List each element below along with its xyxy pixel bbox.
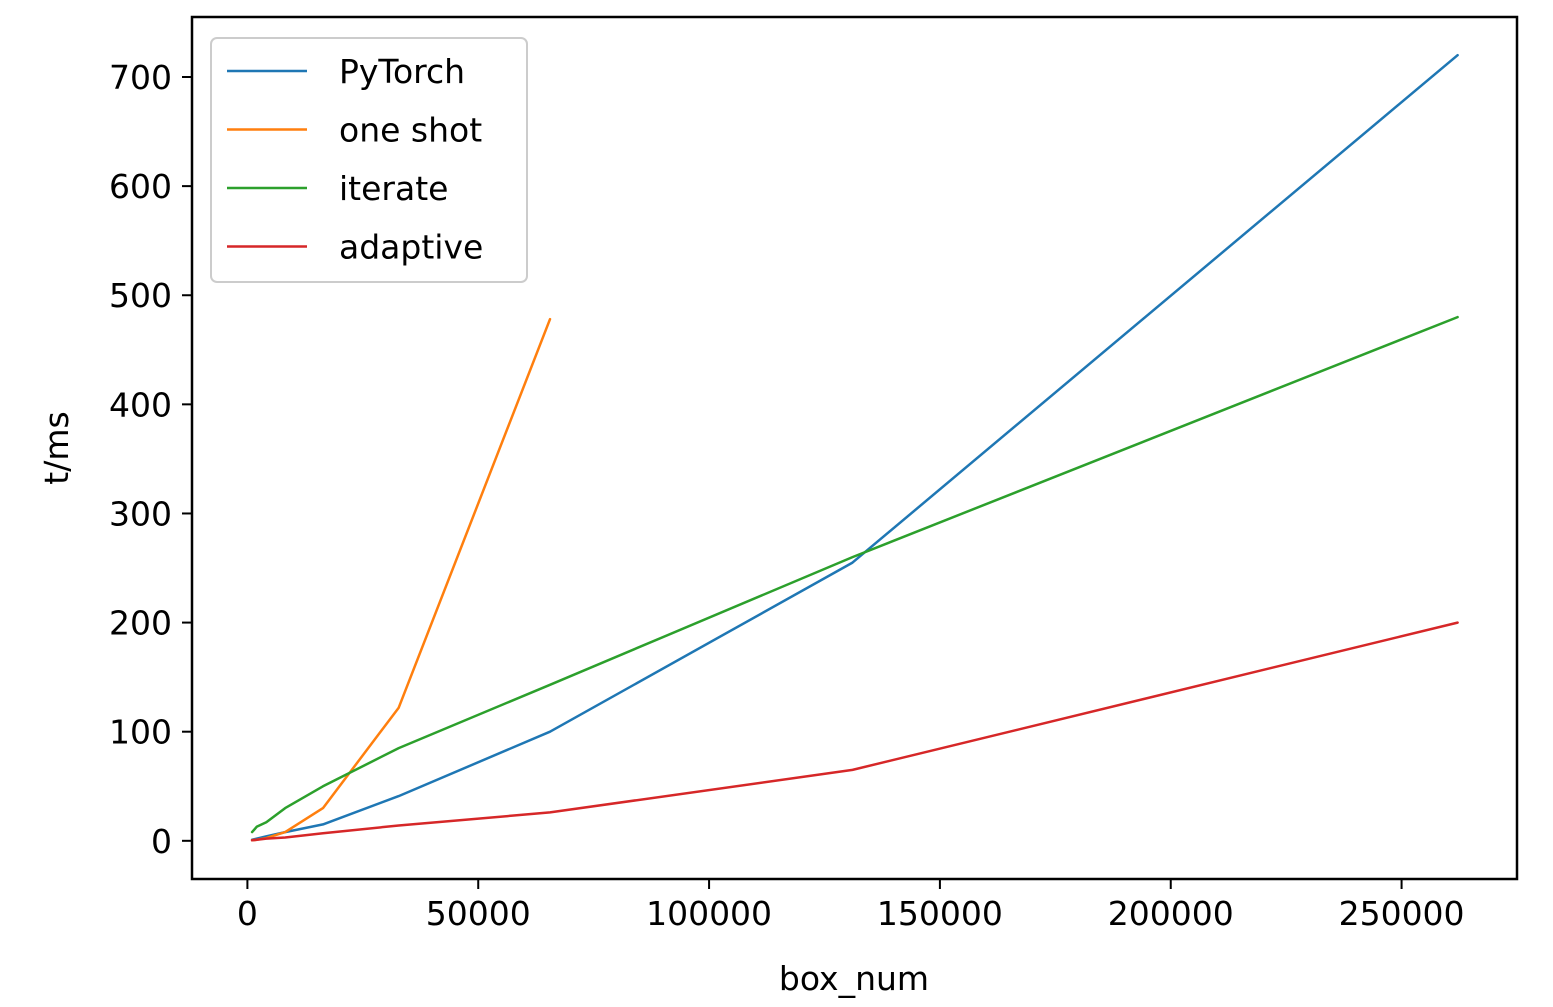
x-axis-label: box_num: [779, 959, 929, 998]
y-tick-label: 100: [109, 713, 172, 752]
series-line-adaptive: [250, 621, 1459, 842]
series-line-iterate: [250, 315, 1459, 834]
x-axis-ticks: 0 50000 100000 150000 200000 250000: [237, 879, 1465, 933]
x-tick-label: 250000: [1339, 894, 1465, 933]
legend-label-iterate: iterate: [339, 169, 448, 208]
legend-box: [210, 37, 528, 283]
y-tick-label: 600: [109, 167, 172, 206]
x-tick-label: 0: [237, 894, 258, 933]
y-axis-ticks: 0 100 200 300 400 500 600 700: [109, 58, 192, 861]
x-tick-label: 50000: [426, 894, 531, 933]
y-axis-label: t/ms: [37, 411, 76, 484]
legend-label-pytorch: PyTorch: [339, 52, 465, 91]
y-tick-label: 300: [109, 494, 172, 533]
x-tick-label: 200000: [1108, 894, 1234, 933]
series-line-pytorch: [250, 53, 1459, 841]
y-tick-label: 0: [151, 822, 172, 861]
y-tick-label: 400: [109, 385, 172, 424]
y-tick-label: 500: [109, 276, 172, 315]
series-line-one-shot: [250, 317, 552, 842]
x-tick-label: 150000: [877, 894, 1003, 933]
legend-label-one-shot: one shot: [339, 111, 482, 150]
legend-label-adaptive: adaptive: [339, 228, 483, 267]
plot-frame: [190, 15, 1519, 881]
x-tick-label: 100000: [646, 894, 772, 933]
legend: PyTorch one shot iterate adaptive: [210, 37, 528, 283]
y-tick-label: 700: [109, 58, 172, 97]
y-tick-label: 200: [109, 604, 172, 643]
plot-content: [250, 53, 1459, 842]
